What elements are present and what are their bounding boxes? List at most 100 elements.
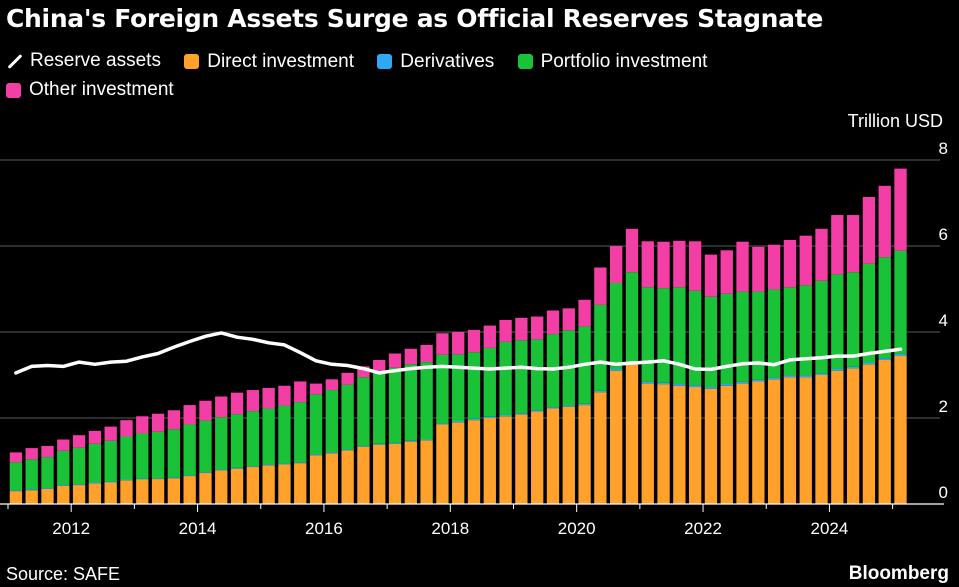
- bar-segment-portfolio-investment: [752, 291, 765, 380]
- bar-segment-direct-investment: [862, 364, 876, 504]
- bar-segment-portfolio-investment: [862, 263, 876, 363]
- bar-segment-other-investment: [578, 299, 591, 327]
- bar-segment-other-investment: [815, 228, 828, 281]
- bar-segment-derivatives: [641, 381, 654, 384]
- bar-segment-derivatives: [309, 454, 323, 456]
- bar-segment-portfolio-investment: [41, 457, 54, 489]
- bar-segment-portfolio-investment: [815, 280, 828, 374]
- bar-segment-portfolio-investment: [88, 443, 102, 483]
- bar-segment-portfolio-investment: [720, 293, 733, 385]
- bar-segment-direct-investment: [341, 450, 354, 504]
- bar-segment-other-investment: [688, 241, 702, 291]
- bar-segment-other-investment: [736, 241, 749, 292]
- bar-segment-direct-investment: [278, 464, 291, 504]
- x-tick-label: 2012: [52, 519, 90, 538]
- bar-segment-other-investment: [562, 308, 575, 331]
- bar-segment-other-investment: [673, 240, 686, 288]
- bar-segment-other-investment: [625, 228, 639, 273]
- bar-segment-derivatives: [783, 375, 797, 378]
- bar-segment-derivatives: [467, 418, 481, 421]
- bar-segment-derivatives: [704, 387, 718, 389]
- bar-segment-direct-investment: [531, 411, 544, 504]
- bar-segment-other-investment: [515, 317, 528, 341]
- bar-segment-derivatives: [673, 384, 686, 386]
- bar-segment-portfolio-investment: [452, 354, 465, 422]
- bar-segment-other-investment: [878, 185, 891, 258]
- bar-segment-derivatives: [404, 440, 417, 442]
- bar-segment-portfolio-investment: [767, 289, 781, 378]
- y-tick-label: 0: [939, 483, 948, 502]
- bar-segment-direct-investment: [88, 483, 102, 504]
- bar-segment-other-investment: [57, 439, 70, 451]
- bar-segment-other-investment: [767, 244, 781, 290]
- bar-segment-other-investment: [25, 448, 38, 460]
- bar-segment-other-investment: [230, 392, 244, 415]
- bar-segment-derivatives: [831, 368, 844, 371]
- bar-segment-other-investment: [136, 416, 149, 434]
- reserve-assets-line: [14, 331, 903, 375]
- chart-title: China's Foreign Assets Surge as Official…: [6, 4, 824, 33]
- bar-segment-derivatives: [120, 479, 133, 481]
- bar-segment-direct-investment: [104, 482, 117, 504]
- bar-segment-derivatives: [325, 452, 338, 454]
- bar-segment-portfolio-investment: [151, 431, 165, 479]
- bar-segment-direct-investment: [373, 444, 386, 504]
- bar-segment-portfolio-investment: [230, 414, 244, 468]
- bar-segment-derivatives: [41, 488, 54, 489]
- bar-segment-direct-investment: [388, 443, 402, 504]
- bar-segment-portfolio-investment: [625, 272, 639, 363]
- bar-segment-portfolio-investment: [309, 394, 323, 455]
- legend-label: Derivatives: [400, 50, 495, 72]
- x-tick-label: 2018: [431, 519, 469, 538]
- bar-segment-direct-investment: [752, 381, 765, 504]
- bar-segment-other-investment: [183, 405, 196, 425]
- bar-segment-direct-investment: [9, 491, 23, 504]
- bar-segment-direct-investment: [783, 377, 797, 504]
- bar-segment-direct-investment: [499, 416, 512, 504]
- bar-segment-portfolio-investment: [736, 291, 749, 382]
- bar-segment-direct-investment: [878, 359, 891, 504]
- bar-segment-derivatives: [862, 362, 876, 365]
- bar-segment-other-investment: [341, 372, 354, 385]
- bar-segment-derivatives: [657, 382, 670, 385]
- bar-segment-direct-investment: [831, 370, 844, 504]
- bar-segment-derivatives: [436, 423, 449, 425]
- bar-segment-other-investment: [452, 332, 465, 355]
- bar-segment-other-investment: [404, 348, 417, 365]
- bar-segment-portfolio-investment: [167, 429, 181, 478]
- bar-segment-other-investment: [799, 235, 812, 286]
- bar-segment-derivatives: [452, 421, 465, 423]
- bar-segment-derivatives: [230, 467, 244, 469]
- bar-segment-direct-investment: [483, 418, 496, 504]
- bar-segment-derivatives: [878, 358, 891, 360]
- bar-segment-derivatives: [799, 375, 812, 378]
- legend-label: Other investment: [29, 79, 174, 100]
- bar-segment-derivatives: [215, 469, 228, 471]
- x-tick-label: 2024: [811, 519, 849, 538]
- bar-segment-other-investment: [388, 353, 402, 368]
- bar-segment-direct-investment: [515, 414, 528, 504]
- bar-segment-portfolio-investment: [610, 282, 623, 369]
- bar-segment-derivatives: [515, 413, 528, 415]
- bloomberg-logo: Bloomberg: [848, 563, 949, 584]
- bar-segment-direct-investment: [594, 392, 607, 504]
- bar-segment-direct-investment: [720, 385, 733, 504]
- bar-segment-derivatives: [767, 377, 781, 380]
- bar-segment-other-investment: [594, 267, 607, 305]
- bar-segment-portfolio-investment: [262, 408, 275, 465]
- y-tick-label: 6: [939, 225, 948, 244]
- bar-segment-portfolio-investment: [215, 417, 228, 470]
- bar-segment-other-investment: [246, 390, 260, 412]
- bar-segment-portfolio-investment: [641, 287, 654, 382]
- bar-segment-direct-investment: [230, 468, 244, 504]
- bar-segment-other-investment: [846, 215, 860, 273]
- legend-label: Portfolio investment: [540, 50, 708, 72]
- bar-segment-derivatives: [610, 368, 623, 371]
- bar-segment-portfolio-investment: [436, 354, 449, 424]
- legend-item-portfolio-investment: Portfolio investment: [517, 49, 708, 75]
- bar-segment-portfolio-investment: [388, 367, 402, 443]
- bar-segment-direct-investment: [167, 478, 181, 504]
- bar-segment-other-investment: [831, 215, 844, 275]
- source-note: Source: SAFE: [6, 564, 121, 584]
